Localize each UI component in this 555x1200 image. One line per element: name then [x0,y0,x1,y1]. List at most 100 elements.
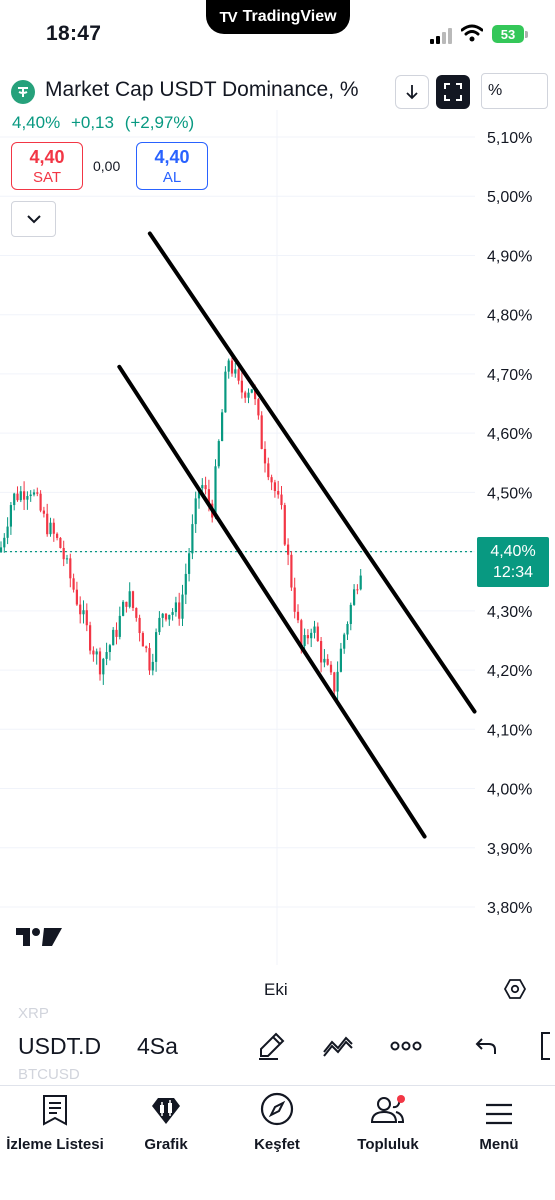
candle-body [227,360,230,372]
candle-body [290,554,293,588]
candle-body [131,591,135,609]
candle-body [191,524,194,554]
candle-body [19,491,22,501]
price-axis-tick: 4,70% [487,367,532,384]
candle-body [141,633,144,647]
indicators-icon[interactable] [322,1030,354,1062]
candle-body [52,522,55,534]
candle-body [92,650,95,655]
nav-menu-label: Menü [479,1136,519,1153]
buy-button[interactable]: 4,40 AL [136,142,208,190]
candle-body [135,608,138,618]
candle-body [296,611,300,621]
candle-body [118,615,121,637]
app-pill-label: TradingView [242,8,337,25]
symbol-scroll-prev[interactable]: XRP [18,1005,49,1022]
price-axis-tick: 5,10% [487,130,532,147]
candle-body [6,526,9,538]
candle-body [89,625,92,651]
candle-body [59,537,62,548]
battery-tip [525,31,528,38]
candlestick-series [0,352,362,701]
last-price-tag: 4,40% 12:34 [477,537,549,587]
candle-body [138,617,141,634]
last-price-label: 4,40% [490,543,536,560]
price-chart[interactable]: 5,10% 5,00% 4,90% 4,80% 4,70% 4,60% 4,50% 4,30%… [0,0,555,970]
candle-body [36,492,39,494]
candle-body [280,494,283,506]
price-axis-tick: 4,20% [487,663,532,680]
candle-body [188,553,191,574]
community-icon [333,1090,443,1126]
more-options-icon[interactable] [390,1030,422,1062]
candle-body [145,646,148,649]
candle-body [234,369,237,374]
candle-body [207,489,210,504]
redo-icon[interactable] [532,1030,555,1062]
symbol-title[interactable]: Market Cap USDT Dominance, % [45,78,359,101]
candle-body [158,617,161,633]
nav-explore[interactable]: Keşfet [222,1090,332,1153]
fit-screen-button[interactable] [436,75,470,109]
candle-body [270,477,273,483]
candle-body [108,645,111,653]
settings-icon[interactable] [503,977,527,1001]
candle-body [148,648,151,671]
bar-countdown: 12:34 [492,564,534,581]
nav-chart[interactable]: Grafik [111,1090,221,1153]
arrow-down-icon[interactable] [395,75,429,109]
fullscreen-icon [444,83,462,101]
time-axis-label: Eki [264,980,288,999]
candle-body [353,589,356,605]
candle-body [356,589,359,591]
dynamic-island[interactable]: TV TradingView [206,0,350,34]
candle-body [69,558,72,579]
trend-channel-lower [117,364,427,839]
tradingview-watermark-icon [16,928,62,946]
symbol-selector[interactable]: USDT.D [18,1033,102,1059]
candle-body [105,652,108,659]
candle-body [267,463,270,478]
undo-icon[interactable] [470,1030,502,1062]
collapse-button[interactable] [11,201,56,237]
candle-body [46,513,49,535]
spread-value: 0,00 [93,158,121,174]
candle-body [184,573,187,595]
candle-body [316,626,319,642]
buy-label: AL [162,169,182,186]
candle-body [122,601,125,616]
status-time: 18:47 [46,22,102,45]
cellular-signal-icon [430,28,454,44]
candle-body [102,658,105,675]
buy-price: 4,40 [154,147,190,167]
sell-button[interactable]: 4,40 SAT [11,142,83,190]
candle-body [201,485,204,489]
candle-body [310,632,313,639]
candle-body [3,537,6,548]
candle-body [29,494,32,497]
nav-community-label: Topluluk [357,1136,419,1153]
price-axis-tick: 4,00% [487,782,532,799]
price-axis-tick: 4,80% [487,308,532,325]
candle-body [254,389,257,400]
price-axis: 5,10% 5,00% 4,90% 4,80% 4,70% 4,60% 4,50% 4,30%… [487,130,532,917]
percent-scale-button[interactable]: % [481,73,548,109]
candle-body [250,389,253,393]
drawing-tool-icon[interactable] [255,1030,287,1062]
candle-body [42,510,45,514]
candle-body [13,493,16,506]
price-change-line: 4,40% +0,13 (+2,97%) [12,113,200,133]
candle-body [85,610,88,626]
nav-chart-label: Grafik [144,1136,188,1153]
nav-watchlist[interactable]: İzleme Listesi [0,1090,110,1153]
candle-body [287,544,290,555]
nav-menu[interactable]: Menü [444,1090,554,1153]
sell-label: SAT [32,169,62,186]
candle-body [224,371,227,413]
nav-community[interactable]: Topluluk [333,1090,443,1153]
interval-selector[interactable]: 4Sa [137,1033,178,1059]
candle-body [62,547,65,560]
candle-body [125,601,128,607]
symbol-scroll-next[interactable]: BTCUSD [18,1066,80,1083]
candle-body [320,641,323,663]
